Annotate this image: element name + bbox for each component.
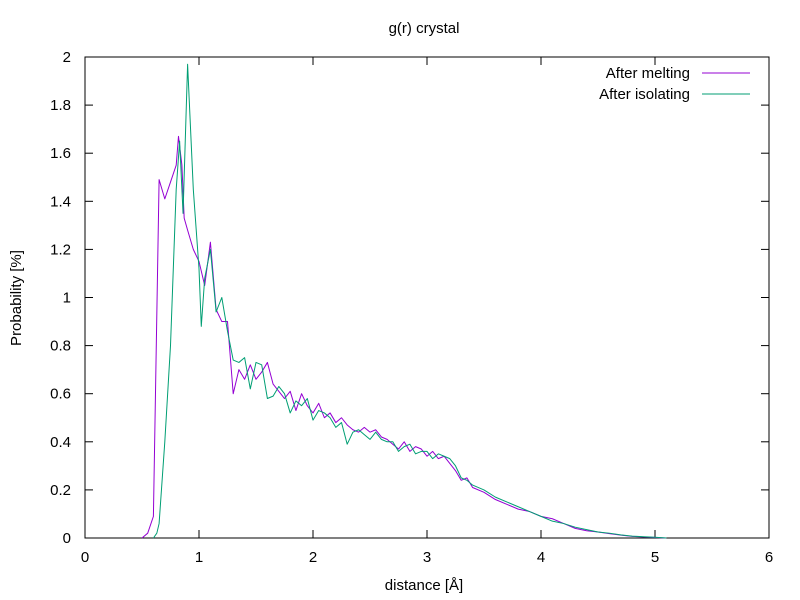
plot-frame: [84, 56, 770, 539]
x-tick-label: 3: [423, 549, 431, 566]
series-line-after-isolating: [152, 63, 667, 539]
x-tick-label: 2: [309, 549, 317, 566]
x-tick-label: 5: [651, 549, 659, 566]
chart-title: g(r) crystal: [389, 20, 460, 37]
series-layer: [141, 63, 667, 539]
legend-label: After isolating: [599, 86, 690, 103]
x-axis: 0 1 2 3 4 5 6: [81, 57, 773, 566]
y-axis-label: Probability [%]: [8, 250, 25, 346]
y-tick-label: 0.2: [50, 482, 71, 499]
y-tick-label: 1.2: [50, 241, 71, 258]
x-axis-label: distance [Å]: [385, 577, 463, 594]
y-tick-label: 1.6: [50, 145, 71, 162]
y-tick-label: 0.6: [50, 386, 71, 403]
x-tick-label: 0: [81, 549, 89, 566]
x-tick-label: 4: [537, 549, 545, 566]
y-tick-label: 1: [63, 290, 71, 307]
y-axis: 0 0.2 0.4 0.6 0.8 1 1.2 1.4 1.6 1.8 2: [50, 49, 769, 547]
legend: After melting After isolating: [599, 65, 750, 103]
y-tick-label: 1.8: [50, 97, 71, 114]
y-tick-label: 2: [63, 49, 71, 66]
series-line-after-melting: [141, 135, 667, 539]
x-tick-label: 6: [765, 549, 773, 566]
y-tick-label: 0.8: [50, 338, 71, 355]
x-tick-label: 1: [195, 549, 203, 566]
y-tick-label: 1.4: [50, 193, 71, 210]
legend-label: After melting: [606, 65, 690, 82]
y-tick-label: 0.4: [50, 434, 71, 451]
y-tick-label: 0: [63, 530, 71, 547]
